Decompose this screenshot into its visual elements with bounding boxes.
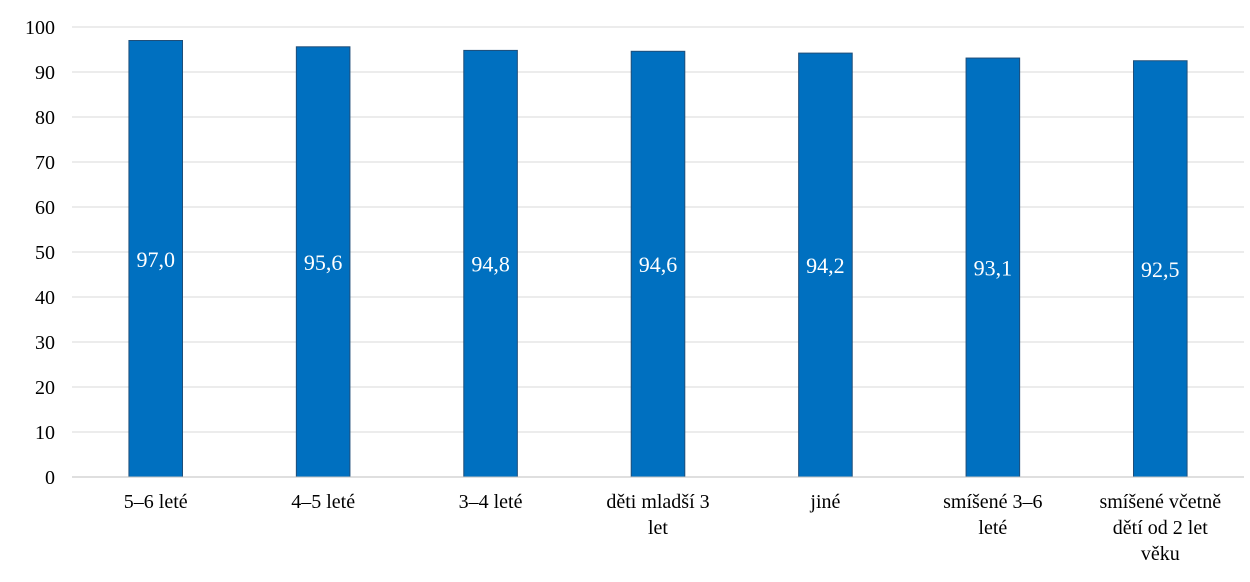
data-label: 97,0	[136, 247, 175, 272]
data-label: 94,2	[806, 253, 845, 278]
y-tick-label: 80	[35, 107, 55, 129]
category-label: smíšené včetně dětí od 2 let věku	[1099, 491, 1221, 565]
category-label: 5–6 leté	[124, 491, 188, 513]
category-label-line: děti mladší 3	[606, 491, 709, 513]
data-label: 95,6	[304, 250, 343, 275]
y-tick-label: 20	[35, 377, 55, 399]
data-label: 94,8	[471, 252, 510, 277]
y-tick-label: 90	[35, 62, 55, 84]
category-label-line: 5–6 leté	[124, 491, 188, 513]
bar	[630, 50, 686, 478]
category-label-line: smíšené včetně	[1099, 491, 1221, 513]
category-label: smíšené 3–6 leté	[943, 491, 1042, 539]
category-label: 4–5 leté	[291, 491, 355, 513]
category-label-line: věku	[1141, 543, 1180, 565]
bar	[295, 46, 351, 478]
category-label-line: 3–4 leté	[459, 491, 523, 513]
category-label-line: jiné	[809, 491, 840, 513]
category-label: jiné	[809, 491, 840, 513]
bar	[965, 57, 1021, 478]
y-tick-label: 30	[35, 332, 55, 354]
y-tick-label: 50	[35, 242, 55, 264]
data-label: 94,6	[639, 252, 678, 277]
y-tick-label: 60	[35, 197, 55, 219]
category-label-line: dětí od 2 let	[1113, 517, 1208, 539]
y-tick-label: 0	[45, 467, 55, 489]
category-label-line: smíšené 3–6	[943, 491, 1042, 513]
category-label-line: leté	[978, 517, 1007, 539]
category-label: 3–4 leté	[459, 491, 523, 513]
category-labels: 5–6 leté 4–5 leté 3–4 leté děti mladší 3 let…	[124, 491, 1221, 565]
category-label: děti mladší 3 let	[606, 491, 709, 539]
data-label: 92,5	[1141, 257, 1180, 282]
data-label: 93,1	[974, 256, 1013, 281]
bar	[1132, 60, 1188, 478]
data-labels: 97,0 95,6 94,8 94,6 94,2 93,1 92,5	[136, 247, 1179, 282]
category-label-line: 4–5 leté	[291, 491, 355, 513]
y-tick-label: 40	[35, 287, 55, 309]
y-tick-label: 10	[35, 422, 55, 444]
bar	[798, 52, 853, 478]
y-tick-label: 70	[35, 152, 55, 174]
y-tick-label: 100	[25, 17, 55, 39]
bar	[128, 40, 184, 478]
y-axis-ticks: 0 10 20 30 40 50 60 70 80 90 100	[25, 17, 55, 489]
category-label-line: let	[648, 517, 668, 539]
